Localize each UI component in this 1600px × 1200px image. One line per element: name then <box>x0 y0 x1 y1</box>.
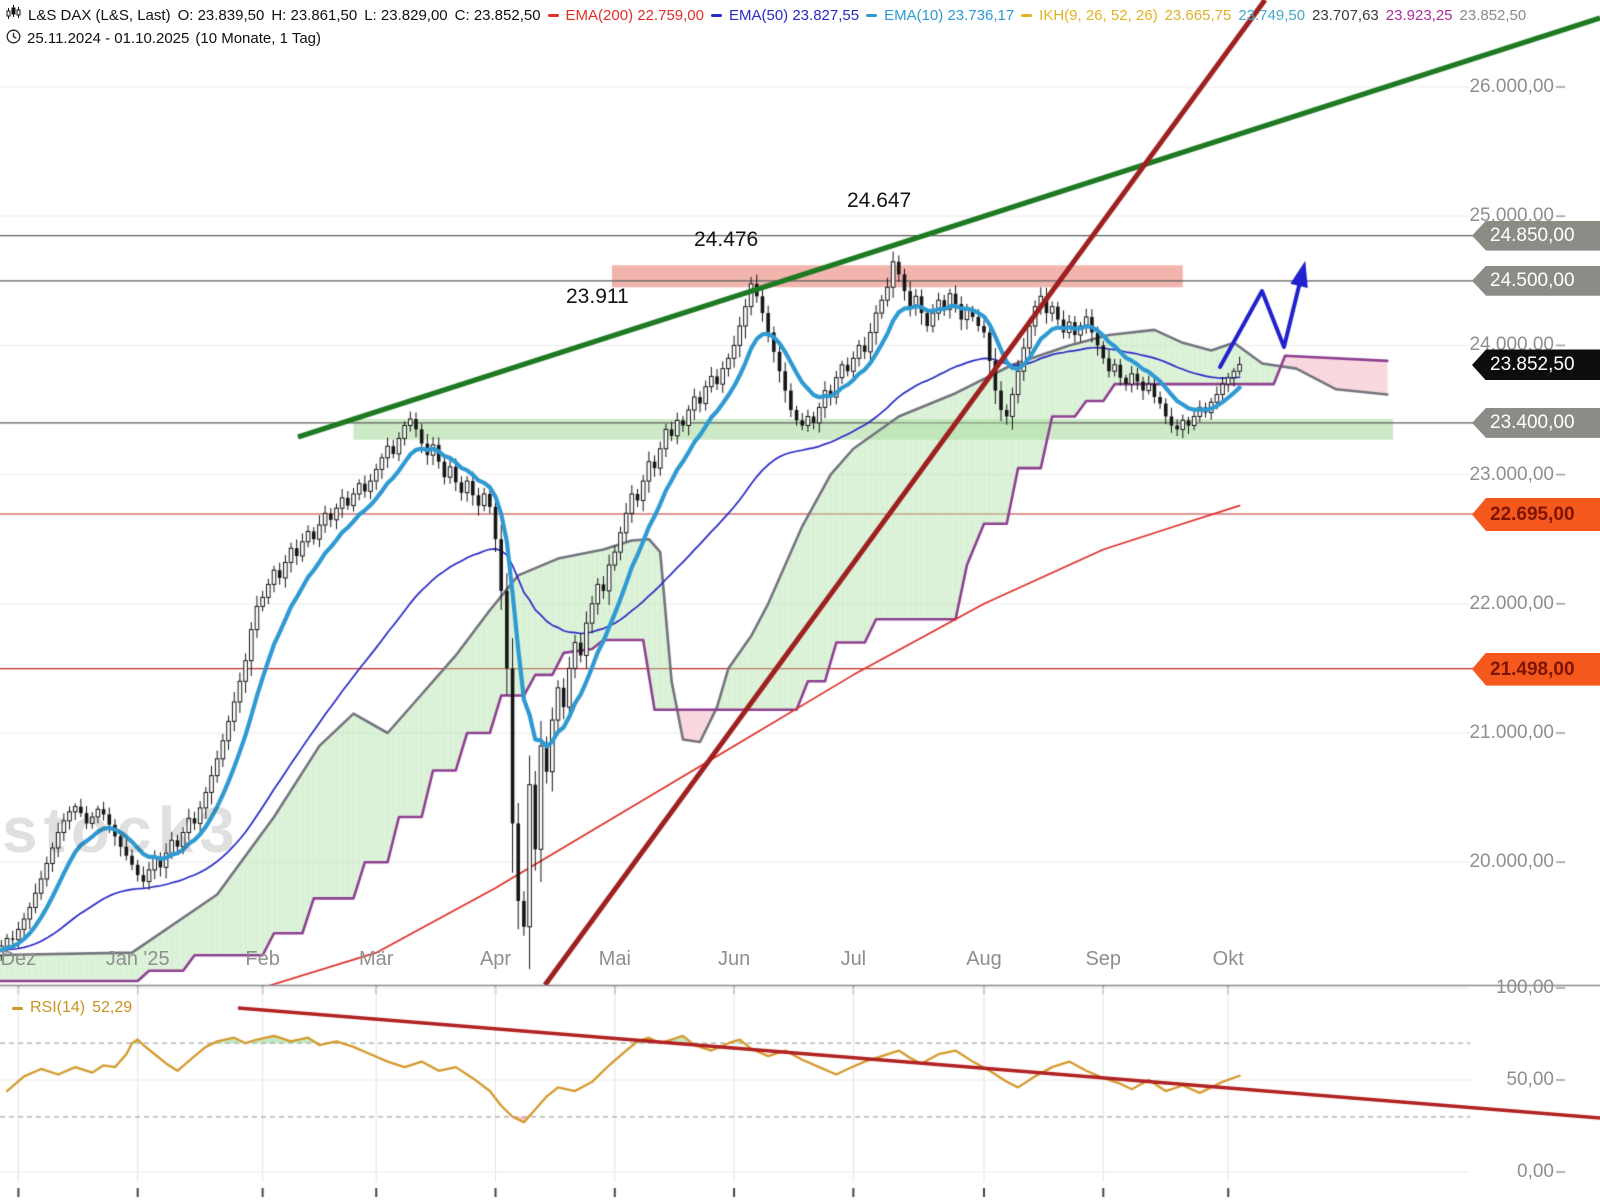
clock-icon <box>6 29 21 48</box>
ikh-legend-label[interactable]: IKH(9, 26, 52, 26) <box>1039 6 1158 24</box>
ikh-chikou-value: 23.852,50 <box>1459 6 1527 24</box>
ikh-senkou-b-value: 23.923,25 <box>1385 6 1453 24</box>
ema200-legend[interactable]: EMA(200) 22.759,00 <box>565 6 704 24</box>
rsi-swatch <box>12 1006 23 1010</box>
ohlc-open: O: 23.839,50 <box>177 6 265 24</box>
y-axis-label: 21.000,00 <box>1469 722 1554 743</box>
month-label: Jun <box>717 948 751 970</box>
month-label: Apr <box>479 948 512 970</box>
month-label: Jul <box>840 948 867 970</box>
price-level-badge: 24.850,00 <box>1472 220 1600 251</box>
rsi-legend: RSI(14) 52,29 <box>12 999 132 1017</box>
ema200-swatch <box>547 13 559 17</box>
month-label: Okt <box>1212 948 1244 970</box>
date-range: 25.11.2024 - 01.10.2025 <box>27 30 190 47</box>
candlestick-icon <box>6 5 21 25</box>
month-label: Mär <box>359 948 394 970</box>
ema50-legend[interactable]: EMA(50) 23.827,55 <box>728 6 860 24</box>
month-label: Aug <box>966 948 1002 970</box>
month-label: Sep <box>1085 948 1122 970</box>
ema10-swatch <box>866 13 878 17</box>
chart-header: L&S DAX (L&S, Last) O: 23.839,50 H: 23.8… <box>6 5 1526 25</box>
last-price-badge: 23.852,50 <box>1472 349 1600 381</box>
alert-level-badge: 22.695,00 <box>1472 498 1600 531</box>
month-label: Dez <box>0 948 37 970</box>
y-axis-label: 26.000,00 <box>1469 76 1554 97</box>
watermark: stock3 <box>2 794 241 866</box>
ohlc-close: C: 23.852,50 <box>454 6 541 24</box>
annotation-high-23911[interactable]: 23.911 <box>566 285 629 308</box>
price-level-badge: 23.400,00 <box>1472 407 1600 438</box>
rsi-axis-label: 100,00 <box>1495 977 1554 998</box>
month-label: Jan '25 <box>105 948 170 970</box>
y-axis-label: 20.000,00 <box>1469 851 1554 873</box>
price-level-badge: 24.500,00 <box>1472 265 1600 296</box>
ohlc-low: L: 23.829,00 <box>364 6 448 24</box>
ikh-swatch <box>1021 13 1033 17</box>
month-label: Mai <box>598 948 631 970</box>
ikh-senkou-a-value: 23.707,63 <box>1312 6 1379 24</box>
rsi-value: 52,29 <box>92 999 133 1016</box>
month-label: Feb <box>245 948 280 970</box>
y-axis-label: 22.000,00 <box>1469 592 1554 614</box>
ema50-swatch <box>710 13 722 17</box>
rsi-axis-label: 0,00 <box>1517 1161 1554 1182</box>
rsi-label[interactable]: RSI(14) <box>30 999 86 1016</box>
alert-level-badge: 21.498,00 <box>1472 652 1600 686</box>
ema10-legend[interactable]: EMA(10) 23.736,17 <box>884 6 1015 24</box>
ikh-kijun-value: 23.749,50 <box>1238 6 1306 24</box>
annotation-high-24476[interactable]: 24.476 <box>694 228 759 251</box>
symbol-title: L&S DAX (L&S, Last) <box>28 6 171 24</box>
y-axis-label: 23.000,00 <box>1469 463 1554 485</box>
ikh-tenkan-value: 23.665,75 <box>1164 6 1232 24</box>
ohlc-high: H: 23.861,50 <box>271 6 358 24</box>
date-range-row: 25.11.2024 - 01.10.2025 (10 Monate, 1 Ta… <box>6 29 321 48</box>
rsi-axis-label: 50,00 <box>1506 1069 1554 1090</box>
annotation-high-24647[interactable]: 24.647 <box>847 189 912 212</box>
period-label: (10 Monate, 1 Tag) <box>195 30 322 47</box>
